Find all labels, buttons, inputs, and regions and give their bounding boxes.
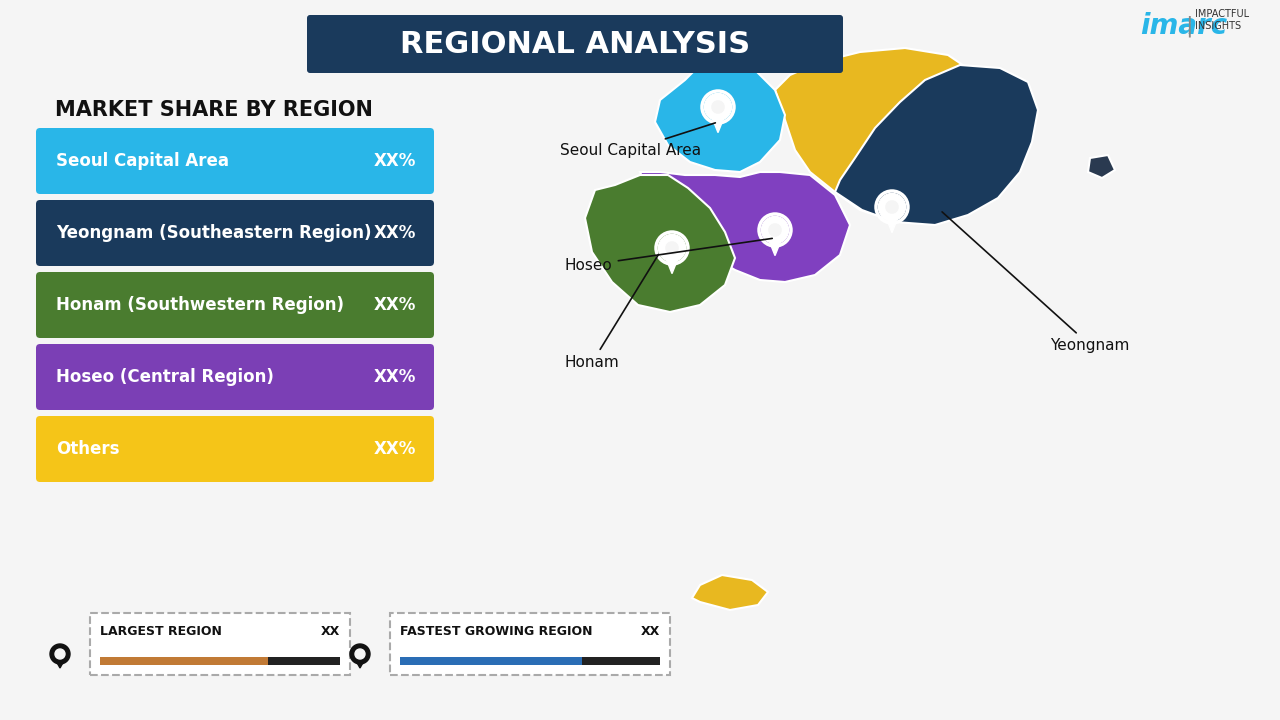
Text: Seoul Capital Area: Seoul Capital Area (56, 152, 229, 170)
Text: IMPACTFUL
INSIGHTS: IMPACTFUL INSIGHTS (1196, 9, 1249, 31)
Circle shape (704, 94, 732, 121)
Circle shape (762, 217, 788, 243)
Text: Yeongnam (Southeastern Region): Yeongnam (Southeastern Region) (56, 224, 371, 242)
Circle shape (355, 649, 365, 659)
Text: XX%: XX% (374, 368, 416, 386)
Text: Others: Others (56, 440, 119, 458)
Circle shape (878, 194, 906, 220)
Circle shape (666, 242, 678, 254)
Circle shape (712, 101, 724, 113)
Polygon shape (55, 659, 65, 668)
Text: imarc: imarc (1140, 12, 1228, 40)
FancyBboxPatch shape (36, 272, 434, 338)
FancyBboxPatch shape (36, 416, 434, 482)
FancyBboxPatch shape (100, 657, 340, 665)
Circle shape (886, 201, 899, 213)
Text: |: | (1185, 15, 1193, 37)
FancyBboxPatch shape (307, 15, 844, 73)
Text: FASTEST GROWING REGION: FASTEST GROWING REGION (399, 625, 593, 638)
Text: Honam (Southwestern Region): Honam (Southwestern Region) (56, 296, 344, 314)
Polygon shape (585, 175, 735, 312)
Text: LARGEST REGION: LARGEST REGION (100, 625, 221, 638)
Polygon shape (768, 240, 781, 256)
Polygon shape (692, 575, 768, 610)
Circle shape (658, 235, 686, 261)
Text: XX%: XX% (374, 152, 416, 170)
FancyBboxPatch shape (36, 344, 434, 410)
Polygon shape (835, 65, 1038, 225)
Polygon shape (655, 60, 785, 172)
Polygon shape (1088, 155, 1115, 178)
Text: XX: XX (321, 625, 340, 638)
Polygon shape (640, 172, 850, 282)
Text: Honam: Honam (564, 254, 658, 369)
Text: Hoseo: Hoseo (564, 238, 772, 272)
Text: Seoul Capital Area: Seoul Capital Area (561, 123, 716, 158)
Polygon shape (712, 117, 724, 132)
Circle shape (55, 649, 65, 659)
FancyBboxPatch shape (390, 613, 669, 675)
Text: Hoseo (Central Region): Hoseo (Central Region) (56, 368, 274, 386)
Text: XX%: XX% (374, 440, 416, 458)
Polygon shape (355, 659, 365, 668)
FancyBboxPatch shape (36, 200, 434, 266)
FancyBboxPatch shape (100, 657, 268, 665)
Polygon shape (886, 217, 899, 233)
Text: MARKET SHARE BY REGION: MARKET SHARE BY REGION (55, 100, 372, 120)
Polygon shape (774, 48, 1005, 220)
Text: REGIONAL ANALYSIS: REGIONAL ANALYSIS (399, 30, 750, 58)
Circle shape (349, 644, 370, 664)
Polygon shape (666, 258, 678, 274)
FancyBboxPatch shape (90, 613, 349, 675)
Circle shape (769, 224, 781, 236)
FancyBboxPatch shape (399, 657, 660, 665)
Text: Yeongnam: Yeongnam (942, 212, 1129, 353)
Text: XX%: XX% (374, 224, 416, 242)
FancyBboxPatch shape (399, 657, 582, 665)
Text: XX: XX (641, 625, 660, 638)
FancyBboxPatch shape (36, 128, 434, 194)
Circle shape (50, 644, 70, 664)
Text: XX%: XX% (374, 296, 416, 314)
